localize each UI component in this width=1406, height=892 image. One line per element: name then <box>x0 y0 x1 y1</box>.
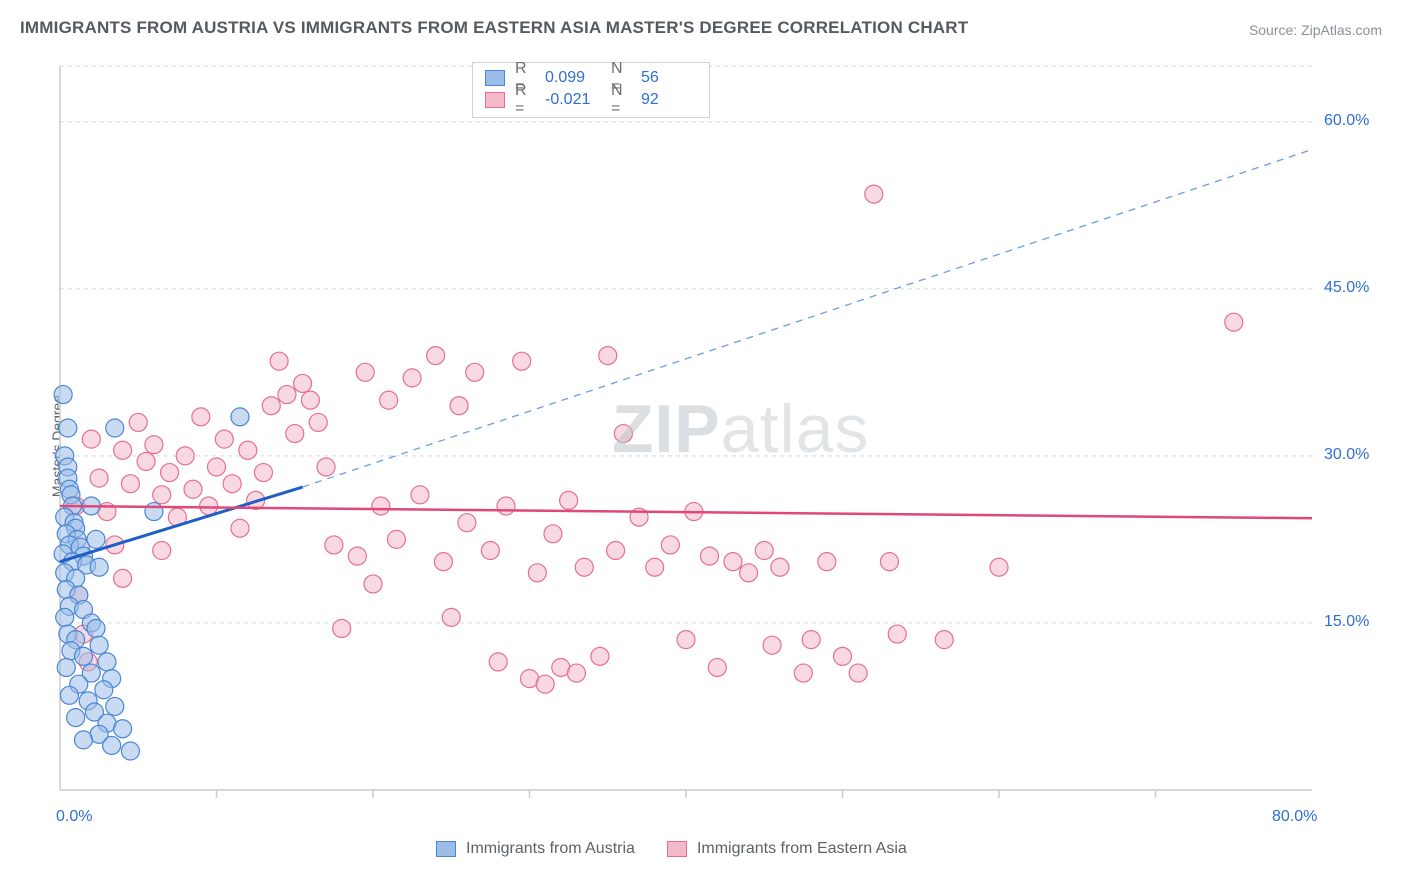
scatter-plot-svg <box>52 60 1382 820</box>
legend-n-value: 56 <box>641 69 697 87</box>
series-legend-item: Immigrants from Austria <box>436 840 635 858</box>
legend-swatch <box>485 92 505 108</box>
correlation-legend: R = 0.099 N = 56 R =-0.021N =92 <box>472 62 710 118</box>
legend-r-label: R = <box>515 82 535 118</box>
legend-swatch <box>485 70 505 86</box>
y-tick-label: 60.0% <box>1324 112 1369 130</box>
series-legend-item: Immigrants from Eastern Asia <box>667 840 907 858</box>
series-legend-label: Immigrants from Eastern Asia <box>697 840 907 858</box>
legend-n-label: N = <box>611 82 631 118</box>
legend-r-value: 0.099 <box>545 69 601 87</box>
series-legend: Immigrants from Austria Immigrants from E… <box>436 840 907 858</box>
y-tick-label: 30.0% <box>1324 446 1369 464</box>
x-tick-label: 80.0% <box>1272 808 1317 826</box>
source-link[interactable]: ZipAtlas.com <box>1301 22 1382 38</box>
y-tick-label: 15.0% <box>1324 613 1369 631</box>
legend-row: R =-0.021N =92 <box>485 89 697 111</box>
legend-swatch <box>436 841 456 857</box>
plot-area: ZIPatlas R =0.099N =56R =-0.021N =92 15.… <box>52 60 1382 820</box>
chart-title: IMMIGRANTS FROM AUSTRIA VS IMMIGRANTS FR… <box>20 18 968 38</box>
legend-r-value: -0.021 <box>545 91 601 109</box>
legend-n-value: 92 <box>641 91 697 109</box>
y-tick-label: 45.0% <box>1324 279 1369 297</box>
series-legend-label: Immigrants from Austria <box>466 840 635 858</box>
legend-swatch <box>667 841 687 857</box>
x-tick-label: 0.0% <box>56 808 92 826</box>
source-prefix: Source: <box>1249 22 1301 38</box>
chart-source: Source: ZipAtlas.com <box>1249 22 1382 38</box>
